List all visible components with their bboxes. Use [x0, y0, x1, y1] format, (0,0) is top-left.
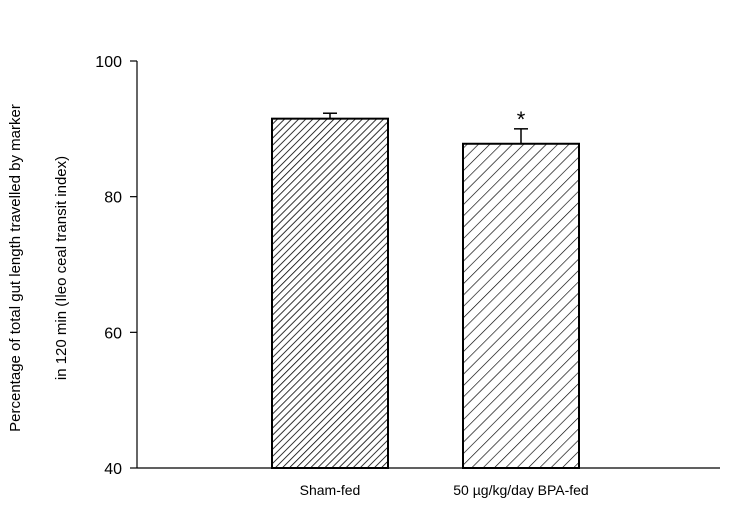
x-tick-label: 50 µg/kg/day BPA-fed	[453, 482, 588, 498]
y-axis-label-line1: Percentage of total gut length travelled…	[7, 104, 24, 432]
y-tick-label: 100	[95, 54, 122, 71]
bars: *	[271, 107, 580, 470]
bar-sham-fed	[271, 117, 389, 470]
y-tick-label: 40	[104, 461, 122, 478]
y-tick-label: 80	[104, 190, 122, 207]
bar-bpa-fed	[462, 142, 580, 470]
y-tick-label: 60	[104, 325, 122, 342]
x-tick-label: Sham-fed	[300, 482, 361, 498]
significance-marker: *	[517, 107, 526, 132]
y-ticks: 40 60 80 100	[95, 54, 137, 478]
x-tick-labels: Sham-fed 50 µg/kg/day BPA-fed	[300, 482, 589, 498]
y-axis-label-line2: in 120 min (Ileo ceal transit index)	[53, 156, 70, 380]
